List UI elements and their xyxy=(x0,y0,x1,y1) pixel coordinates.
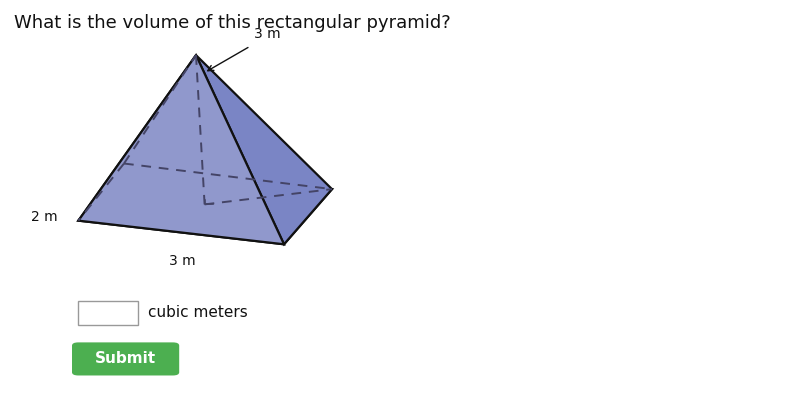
Polygon shape xyxy=(78,55,196,221)
Text: 2 m: 2 m xyxy=(31,210,58,225)
Polygon shape xyxy=(78,55,284,244)
Text: 3 m: 3 m xyxy=(169,254,196,268)
Text: 3 m: 3 m xyxy=(254,27,281,41)
Text: What is the volume of this rectangular pyramid?: What is the volume of this rectangular p… xyxy=(14,14,450,32)
Text: Submit: Submit xyxy=(95,351,156,366)
Polygon shape xyxy=(78,164,332,244)
FancyBboxPatch shape xyxy=(78,301,138,325)
Text: cubic meters: cubic meters xyxy=(148,305,248,320)
Polygon shape xyxy=(196,55,332,244)
FancyBboxPatch shape xyxy=(72,342,179,375)
